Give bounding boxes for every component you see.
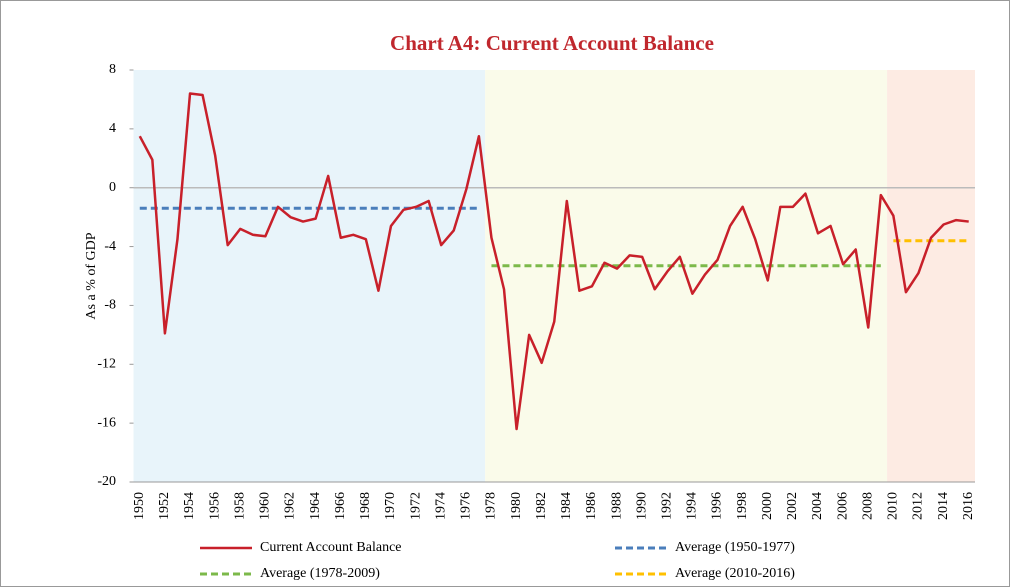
x-tick-label: 1966 [333, 492, 348, 520]
x-tick-label: 1976 [459, 492, 474, 520]
period-background [133, 70, 486, 482]
x-tick-label: 2010 [886, 492, 901, 520]
y-tick-label: -20 [97, 474, 116, 489]
x-tick-label: 1980 [509, 492, 524, 520]
x-tick-label: 1984 [559, 492, 574, 520]
y-tick-label: -12 [97, 357, 116, 372]
y-tick-label: 4 [109, 121, 116, 136]
x-tick-label: 1990 [634, 492, 649, 520]
x-tick-label: 1998 [735, 492, 750, 520]
x-tick-label: 2016 [961, 492, 976, 520]
x-tick-label: 1970 [383, 492, 398, 520]
legend-label: Average (1978-2009) [260, 566, 380, 581]
x-tick-label: 1950 [132, 492, 147, 520]
x-tick-label: 1994 [685, 492, 700, 520]
x-tick-label: 1962 [283, 492, 298, 520]
x-tick-label: 1964 [308, 492, 323, 520]
y-tick-label: -8 [104, 298, 116, 313]
y-tick-label: -16 [97, 415, 116, 430]
x-tick-label: 1986 [584, 492, 599, 520]
x-tick-label: 1974 [433, 492, 448, 520]
x-tick-label: 2006 [835, 492, 850, 520]
chart-title: Chart A4: Current Account Balance [390, 31, 714, 55]
y-axis-label: As a % of GDP [84, 232, 99, 319]
period-background [887, 70, 975, 482]
x-tick-label: 1960 [258, 492, 273, 520]
x-tick-label: 1996 [710, 492, 725, 520]
x-tick-label: 2012 [911, 492, 926, 520]
x-tick-label: 1956 [207, 492, 222, 520]
x-tick-label: 1952 [157, 492, 172, 520]
x-tick-label: 1968 [358, 492, 373, 520]
x-tick-label: 1978 [484, 492, 499, 520]
x-tick-label: 2002 [785, 492, 800, 520]
legend-label: Average (2010-2016) [675, 566, 795, 581]
x-tick-label: 2008 [860, 492, 875, 520]
x-tick-label: 1972 [408, 492, 423, 520]
x-tick-label: 2004 [810, 492, 825, 520]
legend-label: Average (1950-1977) [675, 540, 795, 555]
x-tick-label: 1982 [534, 492, 549, 520]
x-tick-label: 1958 [232, 492, 247, 520]
x-tick-label: 1992 [660, 492, 675, 520]
x-tick-label: 2014 [936, 492, 951, 520]
y-tick-label: -4 [104, 239, 116, 254]
series-line [138, 92, 969, 431]
x-tick-label: 1954 [182, 492, 197, 520]
x-tick-label: 2000 [760, 492, 775, 520]
legend-label: Current Account Balance [260, 540, 402, 555]
y-tick-label: 8 [109, 62, 116, 77]
x-tick-label: 1988 [609, 492, 624, 520]
y-tick-label: 0 [109, 180, 116, 195]
